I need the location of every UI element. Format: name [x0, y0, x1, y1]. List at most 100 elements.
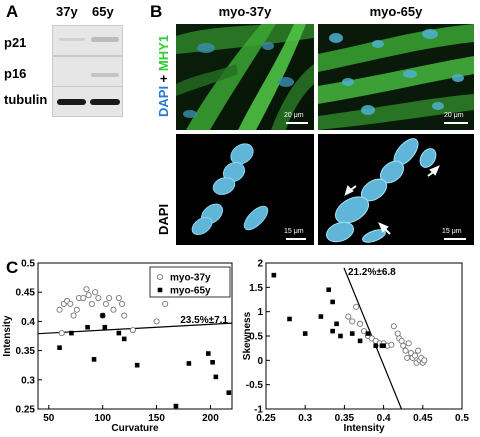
data-point-myo-65y	[57, 345, 62, 350]
data-point-myo-65y	[173, 403, 179, 409]
micrograph-myo-65y-dapi: 15 μm	[318, 134, 474, 245]
data-point-myo-65y	[116, 330, 122, 336]
data-point-myo-37y	[80, 294, 87, 302]
y-tick-label: 0.3	[21, 375, 35, 386]
plus-label: +	[156, 71, 171, 86]
scale-bar	[444, 122, 468, 124]
y-tick-label: 1.5	[249, 283, 263, 294]
dapi-label: DAPI	[156, 85, 171, 117]
data-point-myo-65y	[271, 272, 277, 278]
blot-p21	[52, 25, 123, 56]
data-point-myo-65y	[349, 331, 355, 336]
data-point-myo-65y	[91, 357, 97, 362]
lane-header-65y: 65y	[92, 4, 114, 19]
data-point-myo-37y	[110, 306, 117, 313]
y-tick-label: 0.5	[21, 259, 35, 270]
y-tick-label: 0.45	[16, 288, 36, 299]
data-point-myo-37y	[70, 312, 77, 319]
y-axis-label: Skewness	[242, 311, 253, 360]
data-point-myo-37y	[345, 313, 352, 320]
mhy1-label: MHY1	[156, 34, 171, 72]
x-tick-label: 0.5	[455, 413, 469, 424]
data-point-myo-65y	[357, 338, 363, 344]
y-tick-label: 2	[257, 259, 263, 270]
legend-marker-myo-65y	[157, 287, 163, 293]
y-tick-label: 0.5	[249, 332, 263, 343]
data-point-myo-65y	[226, 390, 232, 395]
data-point-myo-37y	[400, 342, 407, 349]
data-point-myo-37y	[398, 337, 405, 344]
blot-p16	[52, 56, 123, 87]
nuclei-image	[318, 134, 474, 245]
legend-marker-myo-37y	[156, 273, 164, 281]
blot-band	[59, 38, 85, 41]
x-tick-label: 0.4	[377, 413, 391, 424]
row-label-tubulin: tubulin	[4, 92, 48, 107]
chart-intensity-vs-curvature: 50 100 150 200 0.25 0.3 0.35 0.4 0.45 0.5 Curvatur…	[2, 259, 233, 434]
data-point-myo-37y	[360, 328, 368, 335]
fit-annotation: 21.2%±6.8	[348, 267, 396, 278]
x-tick-label: 200	[202, 413, 219, 424]
data-point-myo-65y	[205, 351, 211, 356]
scale-label: 20 μm	[444, 112, 464, 119]
nuclei-image	[176, 134, 314, 245]
data-point-myo-65y	[287, 316, 292, 322]
data-point-myo-37y	[405, 340, 412, 347]
dapi-label-bottom: DAPI	[156, 203, 171, 235]
data-point-myo-65y	[134, 362, 140, 368]
data-point-myo-65y	[186, 361, 192, 366]
data-point-myo-37y	[83, 286, 90, 293]
data-point-myo-37y	[404, 354, 411, 361]
scale-label: 20 μm	[284, 112, 304, 119]
blot-band	[91, 73, 119, 77]
data-point-myo-65y	[326, 287, 332, 293]
data-point-myo-37y	[119, 300, 126, 307]
data-point-myo-37y	[411, 352, 419, 359]
data-point-myo-65y	[338, 333, 343, 339]
row-label-p16: p16	[4, 66, 27, 81]
data-point-myo-37y	[85, 292, 92, 299]
x-axis-label: Intensity	[343, 423, 385, 434]
data-point-myo-37y	[115, 294, 122, 302]
data-point-myo-37y	[73, 306, 80, 313]
data-point-myo-65y	[85, 324, 90, 330]
x-tick-label: 100	[94, 413, 111, 424]
arrow-icon	[344, 185, 354, 196]
data-point-myo-37y	[88, 300, 95, 307]
data-point-myo-37y	[357, 320, 364, 327]
y-tick-label: -1	[254, 405, 263, 416]
data-point-myo-65y	[302, 331, 308, 336]
data-point-myo-65y	[318, 314, 324, 319]
x-tick-label: 150	[148, 413, 165, 424]
blot-tubulin	[52, 86, 123, 117]
x-axis-label: Curvature	[111, 423, 159, 434]
data-point-myo-37y	[102, 300, 109, 307]
y-tick-label: 0	[257, 356, 263, 367]
data-point-myo-65y	[69, 330, 74, 336]
scale-bar	[444, 238, 466, 240]
data-point-myo-65y	[121, 336, 127, 342]
data-point-myo-65y	[330, 328, 335, 334]
x-tick-label: 50	[43, 413, 55, 424]
data-point-myo-37y	[349, 318, 356, 325]
data-point-myo-37y	[95, 294, 102, 302]
column-header-myo-37y: myo-37y	[218, 4, 272, 19]
data-point-myo-37y	[402, 347, 409, 354]
chart-skewness-vs-intensity: 0.25 0.3 0.35 0.4 0.45 0.5 -1 -0.5 0 0.5 1 1.5 2 Inte…	[242, 259, 469, 435]
y-tick-label: 0.4	[21, 317, 35, 328]
arrow-icon	[378, 222, 389, 233]
myotube-image	[176, 24, 314, 130]
data-point-myo-37y	[162, 300, 169, 307]
data-point-myo-65y	[100, 313, 105, 318]
y-axis-label: Intensity	[2, 315, 13, 357]
data-point-myo-37y	[390, 323, 397, 330]
y-tick-label: -0.5	[246, 380, 264, 391]
blot-band	[91, 37, 119, 42]
x-tick-label: 0.25	[256, 413, 276, 424]
data-point-myo-37y	[129, 327, 136, 334]
data-point-myo-37y	[421, 357, 428, 364]
panel-b-letter: B	[150, 2, 163, 21]
y-tick-label: 1	[257, 307, 263, 318]
data-point-myo-37y	[67, 300, 74, 307]
legend-box	[149, 266, 231, 298]
